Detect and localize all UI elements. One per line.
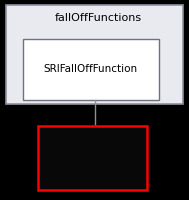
Text: fallOffFunctions: fallOffFunctions — [55, 13, 142, 23]
Bar — [38, 126, 147, 190]
Text: SRIFallOffFunction: SRIFallOffFunction — [44, 64, 138, 74]
Bar — [6, 6, 183, 104]
Bar — [23, 40, 159, 100]
